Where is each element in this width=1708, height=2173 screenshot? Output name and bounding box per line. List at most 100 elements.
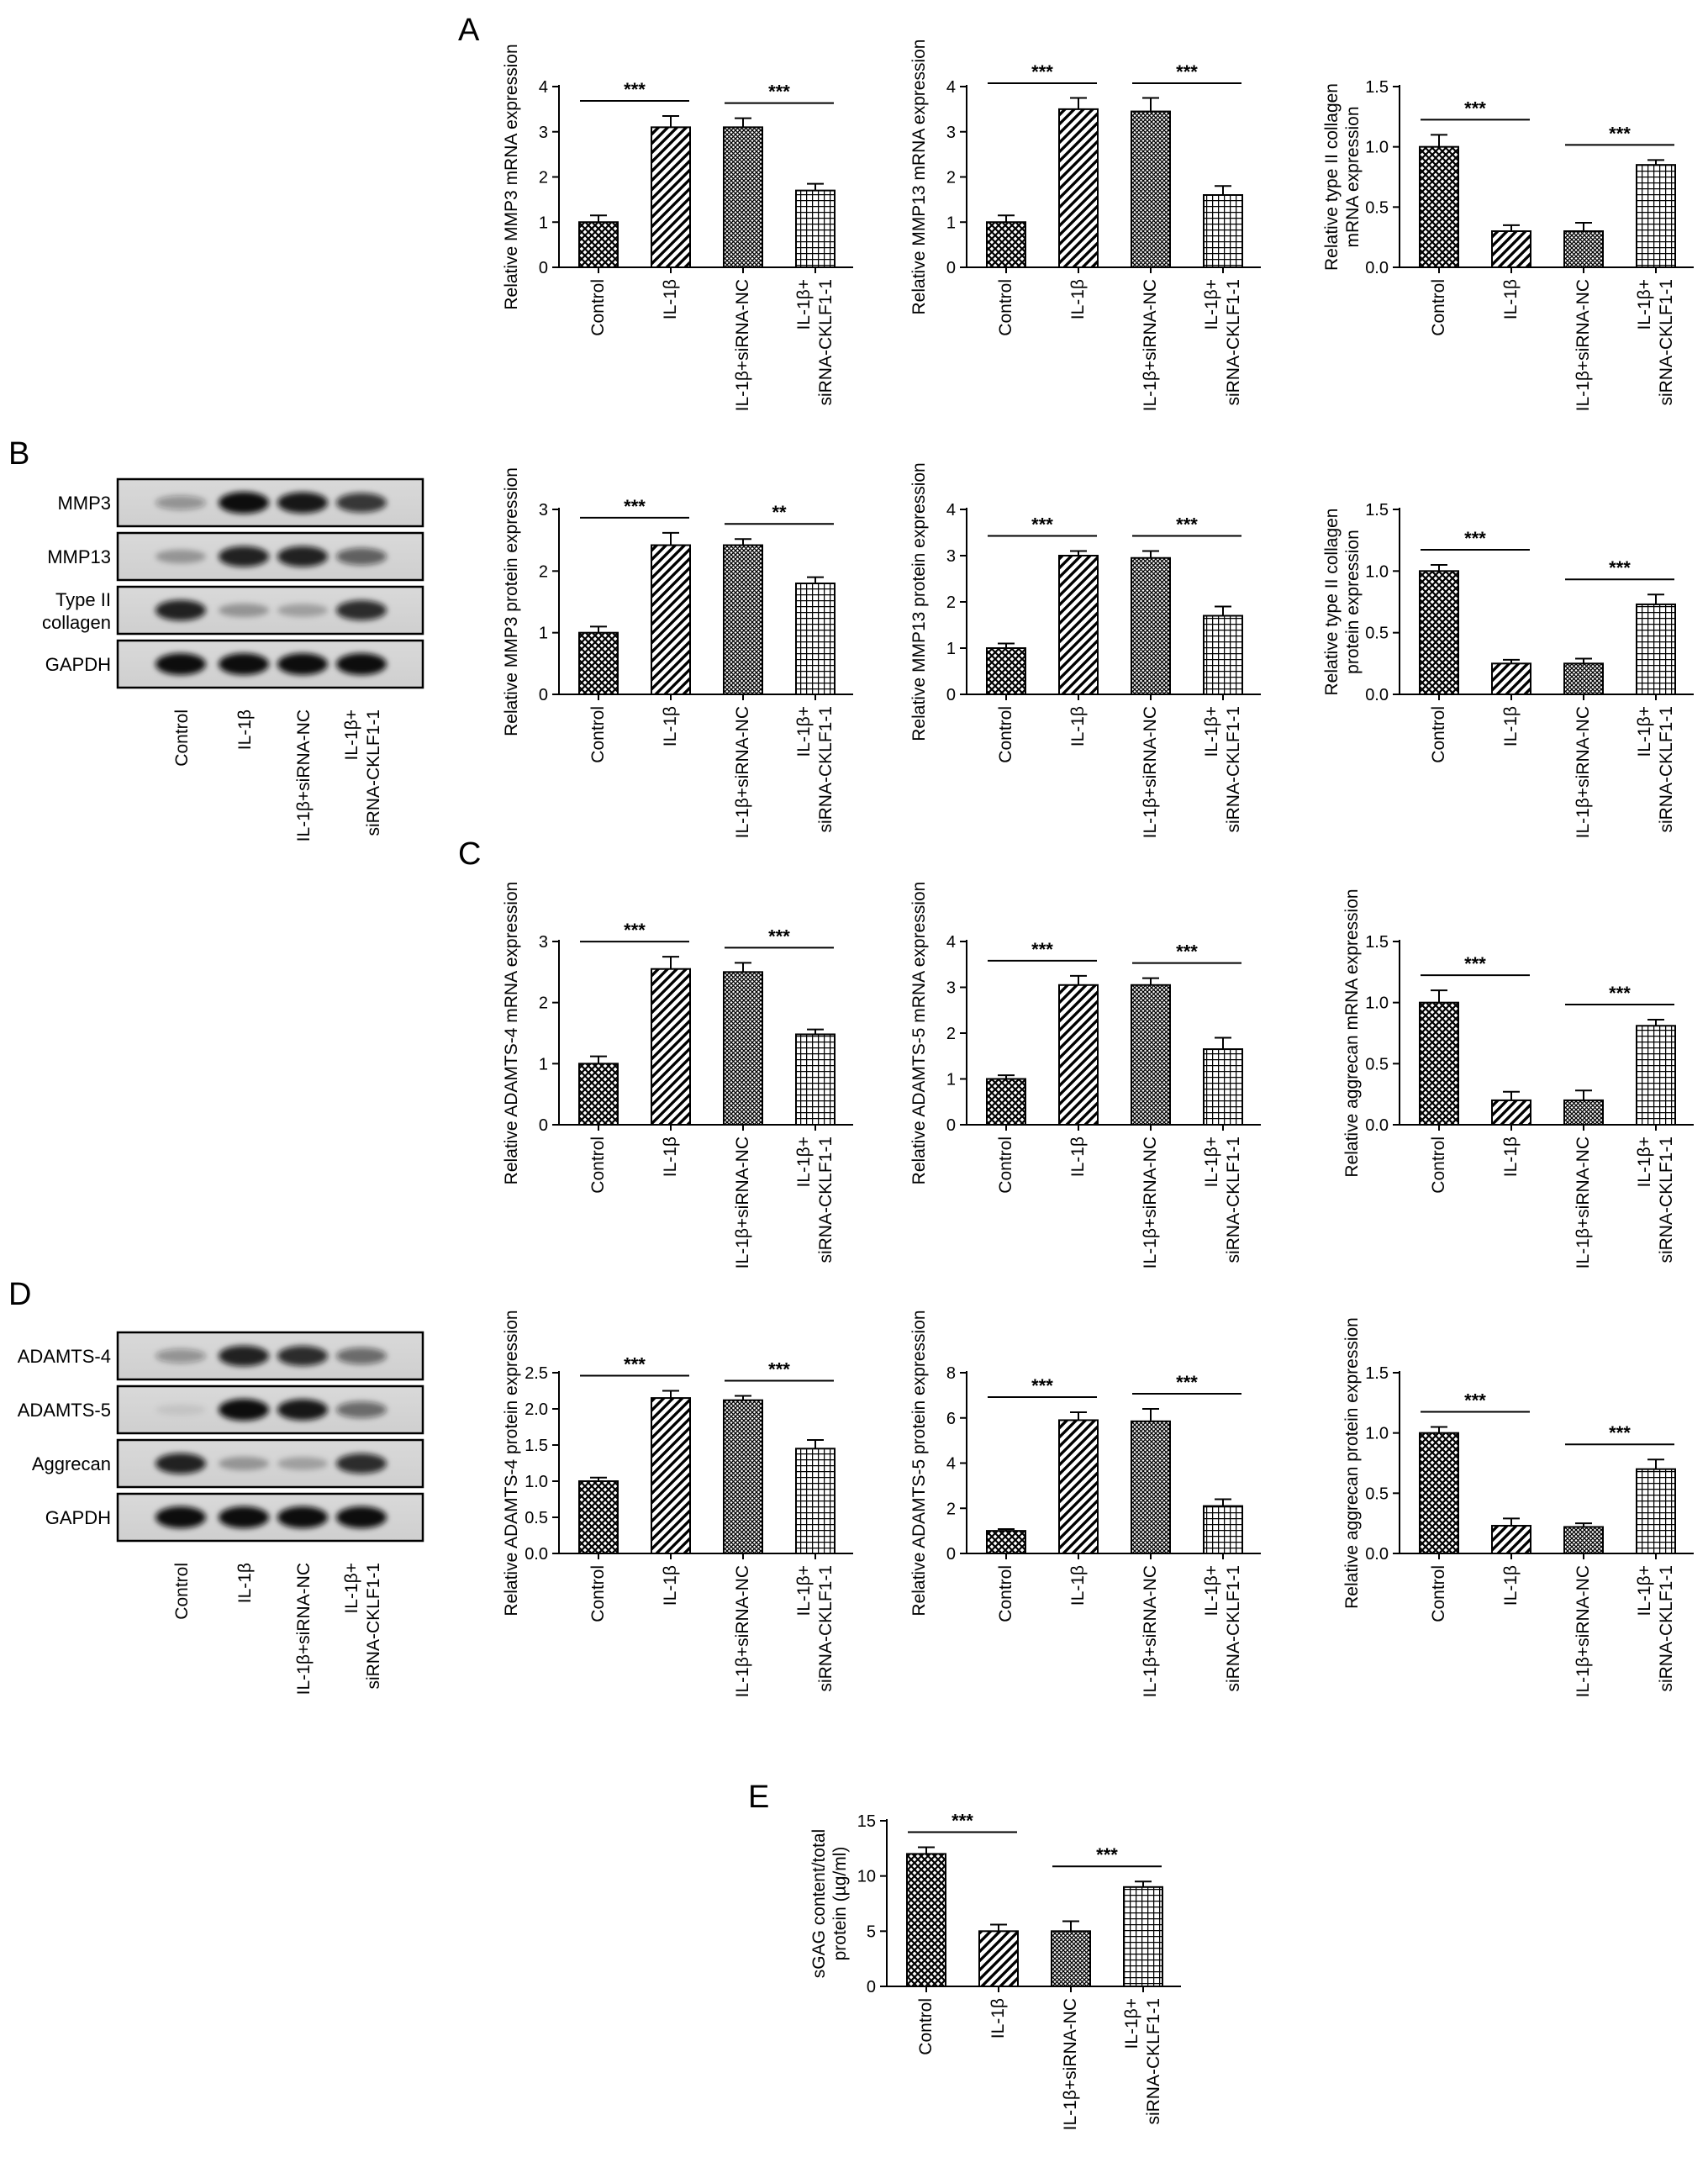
y-axis-label: Relative ADAMTS-4 mRNA expression bbox=[502, 882, 521, 1185]
bar-3 bbox=[1636, 1468, 1676, 1554]
x-tick-label-line: siRNA-CKLF1-1 bbox=[1144, 1998, 1163, 2125]
x-tick-label-line: IL-1β+siRNA-NC bbox=[1141, 1565, 1160, 1697]
chart-a-0: 0 1 2 3 4 Relative MMP3 mRNA expression Contro… bbox=[502, 44, 853, 411]
y-axis-label-line: Relative MMP13 mRNA expression bbox=[909, 40, 929, 315]
bar-2 bbox=[723, 1399, 763, 1555]
x-tick-label-line: IL-1β+ bbox=[1122, 1998, 1141, 2049]
y-tick-label: 2 bbox=[946, 1025, 956, 1043]
bar-2 bbox=[723, 971, 763, 1126]
bar-2 bbox=[723, 544, 763, 695]
blot-row-label-line: GAPDH bbox=[45, 1507, 111, 1528]
significance-label: *** bbox=[768, 1359, 790, 1380]
y-tick-label: 3 bbox=[539, 501, 548, 520]
bar-3 bbox=[795, 1448, 836, 1555]
significance-label: *** bbox=[1609, 1422, 1631, 1443]
bar-3 bbox=[1636, 603, 1676, 696]
y-tick-label: 2 bbox=[539, 994, 548, 1013]
blot-band bbox=[156, 495, 206, 510]
blot-lane-label: Control bbox=[172, 709, 192, 767]
bar-3 bbox=[795, 583, 836, 695]
y-tick-label: 0 bbox=[946, 1116, 956, 1135]
significance-label: *** bbox=[1464, 528, 1486, 549]
x-tick-label-line: Control bbox=[1429, 1565, 1448, 1622]
x-tick-label-line: Control bbox=[588, 706, 608, 763]
blot-row-label: MMP13 bbox=[47, 546, 111, 567]
blot-row-label-line: ADAMTS-4 bbox=[18, 1346, 111, 1367]
bar-2 bbox=[1051, 1930, 1091, 1987]
x-tick-label-line: siRNA-CKLF1-1 bbox=[816, 1137, 836, 1263]
y-tick-label: 4 bbox=[946, 501, 956, 520]
panel-letter-d: D bbox=[8, 1277, 31, 1312]
x-tick-label: IL-1β+siRNA-NC bbox=[1574, 1565, 1593, 1697]
bar-2 bbox=[723, 126, 763, 268]
x-tick-label-line: IL-1β+siRNA-NC bbox=[1574, 1565, 1593, 1697]
blot-lane-label: IL-1β+ siRNA-CKLF1-1 bbox=[342, 1563, 383, 1690]
blot-row-label-line: Aggrecan bbox=[32, 1453, 111, 1474]
blot-band bbox=[336, 1453, 387, 1474]
x-tick-label: IL-1β+siRNA-NC bbox=[1574, 1137, 1593, 1268]
x-tick-label-line: siRNA-CKLF1-1 bbox=[1657, 706, 1676, 833]
blot-band bbox=[219, 603, 269, 618]
y-tick-label: 0.5 bbox=[1365, 625, 1389, 643]
y-tick-label: 0.0 bbox=[1365, 259, 1389, 277]
significance-label: *** bbox=[1176, 61, 1198, 82]
bar-3 bbox=[1203, 1505, 1243, 1554]
y-tick-label: 0.5 bbox=[1365, 1055, 1389, 1073]
x-tick-label-line: IL-1β+ bbox=[794, 1565, 814, 1617]
blot-row-label: ADAMTS-4 bbox=[18, 1346, 111, 1367]
bar-0 bbox=[1419, 145, 1459, 268]
x-tick-label: Control bbox=[996, 279, 1015, 336]
bar-2 bbox=[1131, 984, 1171, 1126]
x-tick-label-line: Control bbox=[996, 279, 1015, 336]
bar-charts: 0 1 2 3 4 Relative MMP3 mRNA expression Contro… bbox=[502, 40, 1694, 2130]
y-axis-label-line: mRNA expression bbox=[1343, 106, 1363, 247]
y-tick-label: 0 bbox=[867, 1978, 876, 1996]
blot-row-label-line: MMP3 bbox=[57, 493, 111, 514]
bar-0 bbox=[986, 1078, 1026, 1126]
y-tick-label: 1.0 bbox=[1365, 139, 1389, 157]
y-tick-label: 0.0 bbox=[1365, 1545, 1389, 1564]
y-axis-label-line: Relative type II collagen bbox=[1322, 509, 1342, 696]
y-tick-label: 3 bbox=[946, 124, 956, 142]
significance-label: *** bbox=[1609, 983, 1631, 1004]
blot-band bbox=[156, 1453, 206, 1474]
y-tick-label: 4 bbox=[946, 78, 956, 97]
y-tick-label: 3 bbox=[946, 979, 956, 998]
bar-0 bbox=[1419, 1432, 1459, 1554]
x-tick-label: IL-1β bbox=[661, 279, 680, 319]
x-tick-label-line: siRNA-CKLF1-1 bbox=[1657, 279, 1676, 406]
y-tick-label: 1.5 bbox=[1365, 501, 1389, 520]
significance-label: *** bbox=[624, 496, 646, 517]
chart-c-6: 0 1 2 3 Relative ADAMTS-4 mRNA expression Con… bbox=[502, 882, 853, 1268]
blot-band bbox=[156, 599, 206, 621]
x-tick-label-line: IL-1β+ bbox=[794, 706, 814, 757]
chart-e-12: 0 5 10 15 sGAG content/total protein (µg/ml) C… bbox=[809, 1811, 1181, 2130]
x-tick-label-line: Control bbox=[588, 1137, 608, 1194]
blot-band bbox=[156, 653, 206, 675]
x-tick-label-line: IL-1β bbox=[1501, 1137, 1521, 1177]
significance-label: *** bbox=[952, 1811, 973, 1832]
y-tick-label: 10 bbox=[857, 1868, 876, 1886]
blot-band bbox=[219, 1399, 269, 1421]
y-tick-label: 2 bbox=[946, 593, 956, 612]
blot-band bbox=[336, 600, 387, 620]
bar-1 bbox=[1058, 984, 1099, 1126]
significance-label: ** bbox=[772, 502, 787, 523]
x-tick-label: Control bbox=[996, 1565, 1015, 1622]
x-tick-label-line: IL-1β bbox=[661, 1565, 680, 1606]
y-axis-label: Relative ADAMTS-4 protein expression bbox=[502, 1310, 521, 1616]
blot-lane-label-line: IL-1β bbox=[235, 709, 255, 750]
x-tick-label-line: IL-1β bbox=[988, 1998, 1008, 2039]
bar-2 bbox=[1131, 1420, 1171, 1554]
blot-band bbox=[219, 1506, 269, 1528]
y-tick-label: 0 bbox=[946, 259, 956, 277]
y-tick-label: 1.0 bbox=[1365, 994, 1389, 1013]
significance-label: *** bbox=[624, 1354, 646, 1375]
bar-0 bbox=[986, 1530, 1026, 1554]
blot-band bbox=[277, 653, 328, 675]
y-tick-label: 3 bbox=[539, 124, 548, 142]
significance-label: *** bbox=[768, 82, 790, 103]
x-tick-label: IL-1β+ siRNA-CKLF1-1 bbox=[1202, 1137, 1243, 1263]
x-tick-label: Control bbox=[588, 1565, 608, 1622]
